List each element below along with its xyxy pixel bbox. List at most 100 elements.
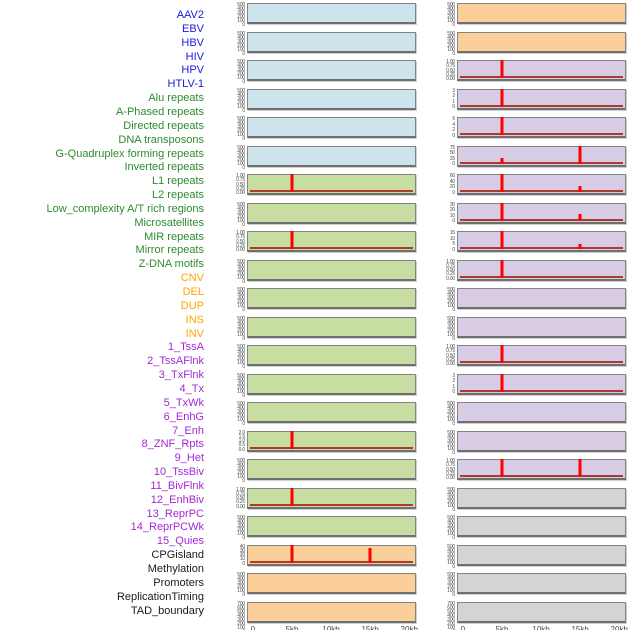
y-tick-value: 300 xyxy=(237,409,245,415)
y-tick-value: 400 xyxy=(447,576,455,582)
signal-peak-5kb xyxy=(500,202,504,221)
y-tick-value: 300 xyxy=(237,616,245,623)
y-ticks-htlv-1: 500 400 300 200 100 0 xyxy=(225,144,245,171)
y-tick-value: 200 xyxy=(237,584,245,590)
y-tick-value: 15 xyxy=(449,230,455,236)
y-tick-value: 0 xyxy=(242,164,245,171)
y-tick-value: 0.0 xyxy=(238,446,246,453)
y-ticks-del: 500 400 300 200 100 0 xyxy=(225,573,245,598)
y-tick-value: 50 xyxy=(449,150,455,157)
y-tick-value: 100 xyxy=(447,46,455,53)
y-tick-value: 300 xyxy=(237,67,245,73)
plot-panel-g-quadruplex-forming-repeats xyxy=(247,288,416,309)
row-label-l2-repeats: L2 repeats xyxy=(152,189,204,202)
y-tick-value: 0.25 xyxy=(446,470,455,477)
x-axis-label-left-0: 0 xyxy=(250,624,256,630)
plot-panel-z-dna-motifs xyxy=(247,516,416,537)
y-tick-value: 30 xyxy=(239,547,245,554)
y-tick-value: 500 xyxy=(237,2,245,8)
plot-panel-cpgisland xyxy=(457,487,626,509)
y-tick-value: 200 xyxy=(237,270,245,277)
y-ticks-dna-transposons: 500 400 300 200 100 0 xyxy=(225,258,245,284)
y-tick-value: 100 xyxy=(237,360,245,366)
y-tick-value: 0 xyxy=(242,22,245,28)
y-tick-value: 100 xyxy=(447,417,455,423)
y-ticks-alu-repeats: 1.00 0.75 0.50 0.25 0.00 xyxy=(225,174,245,196)
y-tick-value: 400 xyxy=(237,612,245,619)
y-tick-value: 0.75 xyxy=(236,177,245,184)
y-tick-value: 1.00 xyxy=(446,458,455,464)
y-tick-value: 0.75 xyxy=(446,462,455,469)
signal-peak-5kb xyxy=(500,157,504,164)
signal-peak-5kb xyxy=(500,88,504,107)
plot-panel-9-het xyxy=(457,288,626,309)
y-tick-value: 300 xyxy=(237,352,245,358)
y-ticks-g-quadruplex-forming-repeats: 500 400 300 200 100 0 xyxy=(225,288,245,313)
x-axis-label-right-15kb: 15kb xyxy=(571,624,589,630)
y-tick-value: 500 xyxy=(237,458,245,464)
y-tick-value: 300 xyxy=(447,580,455,586)
y-tick-value: 75 xyxy=(449,144,455,151)
y-tick-value: 0.75 xyxy=(236,490,245,497)
y-tick-value: 300 xyxy=(447,295,455,301)
y-tick-value: 400 xyxy=(447,612,455,619)
y-tick-value: 0.00 xyxy=(236,190,245,196)
y-tick-value: 400 xyxy=(447,34,455,41)
y-tick-value: 100 xyxy=(447,559,455,566)
y-tick-value: 200 xyxy=(447,299,455,305)
y-tick-value: 0 xyxy=(452,218,455,225)
y-tick-value: 0 xyxy=(452,563,455,570)
plot-panel-3-txflnk xyxy=(457,117,626,138)
y-tick-value: 0 xyxy=(242,560,245,567)
y-tick-value: 400 xyxy=(447,405,455,411)
y-tick-value: 2 xyxy=(452,127,455,134)
y-tick-value: 500 xyxy=(447,287,455,293)
y-tick-value: 700 xyxy=(237,600,245,607)
row-label-3-txflnk: 3_TxFlnk xyxy=(158,369,204,382)
y-tick-value: 0 xyxy=(452,592,455,598)
y-tick-value: 300 xyxy=(447,551,455,558)
y-tick-value: 400 xyxy=(237,519,245,525)
y-tick-value: 500 xyxy=(237,87,245,94)
y-tick-value: 100 xyxy=(237,388,245,395)
signal-peak-5kb xyxy=(500,117,504,135)
y-tick-value: 500 xyxy=(447,315,455,322)
y-tick-value: 200 xyxy=(237,99,245,106)
y-tick-value: 200 xyxy=(237,42,245,49)
y-tick-value: 0 xyxy=(452,449,455,456)
row-label-low-complexity-a-t-rich-regions: Low_complexity A/T rich regions xyxy=(46,202,204,215)
y-tick-value: 500 xyxy=(447,608,455,615)
y-tick-value: 500 xyxy=(237,258,245,265)
y-tick-value: 20 xyxy=(449,207,455,214)
row-label-hpv: HPV xyxy=(181,64,204,77)
y-tick-value: 30 xyxy=(449,201,455,208)
y-tick-value: 0 xyxy=(452,189,455,196)
y-tick-value: 2 xyxy=(452,93,455,100)
y-tick-value: 400 xyxy=(237,91,245,98)
y-ticks-5-txwk: 60 40 20 0 xyxy=(435,174,455,196)
row-label-l1-repeats: L1 repeats xyxy=(152,175,204,188)
y-ticks-hbv: 500 400 300 200 100 0 xyxy=(225,60,245,85)
y-tick-value: 0.50 xyxy=(446,267,455,273)
y-tick-value: 0.00 xyxy=(446,275,455,282)
y-tick-value: 20 xyxy=(449,184,455,191)
y-tick-value: 400 xyxy=(237,576,245,582)
signal-peak-15kb xyxy=(578,213,582,221)
y-tick-value: 400 xyxy=(237,63,245,69)
row-label-cnv: CNV xyxy=(180,272,204,285)
y-tick-value: 1.0 xyxy=(238,438,246,444)
y-tick-value: 10 xyxy=(239,556,245,563)
y-ticks-mir-repeats: 500 400 300 200 100 0 xyxy=(225,458,245,484)
y-tick-value: 0.75 xyxy=(236,234,245,241)
plot-panel-aav2 xyxy=(247,3,416,24)
y-tick-value: 0 xyxy=(242,50,245,57)
row-label-7-enh: 7_Enh xyxy=(172,424,204,437)
plot-panel-replicationtiming xyxy=(457,573,626,594)
y-tick-value: 200 xyxy=(237,156,245,163)
y-tick-value: 200 xyxy=(447,441,455,448)
y-tick-value: 1.00 xyxy=(446,59,455,65)
y-ticks-hiv: 500 400 300 200 100 0 xyxy=(225,87,245,113)
y-tick-value: 400 xyxy=(447,291,455,297)
y-tick-value: 500 xyxy=(237,144,245,151)
